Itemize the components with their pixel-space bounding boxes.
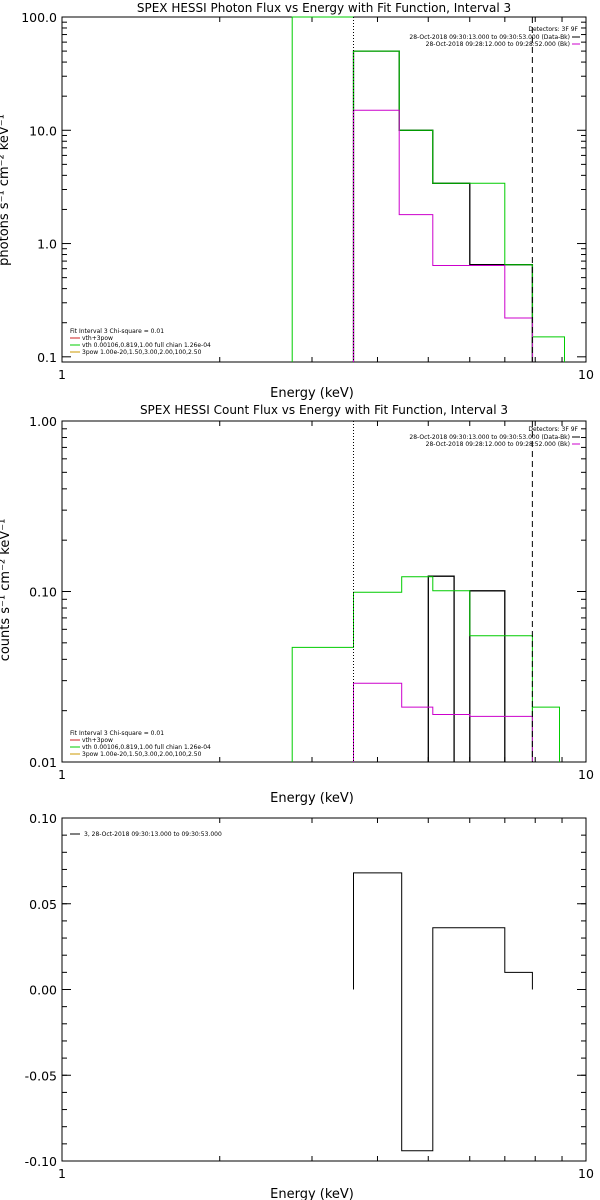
legend-vth: vth 0.00106,0.819,1.00 full chian 1.26e-… [82, 744, 211, 751]
axis-ticks: 1 10 0.01 0.10 1.00 [29, 414, 594, 782]
x-tick-label: 10 [578, 1166, 594, 1181]
series-step [353, 682, 533, 762]
axis-ticks: 1 10 -0.10 -0.05 0.00 0.05 0.10 [25, 811, 594, 1181]
y-axis-label: photons s⁻¹ cm⁻² keV⁻¹ [0, 114, 12, 266]
series-step [352, 50, 534, 362]
y-tick-label: -0.10 [25, 1154, 57, 1169]
legend-vth-3pow: vth+3pow [82, 737, 113, 744]
plot-frame [61, 817, 587, 1162]
series-step [353, 109, 533, 362]
x-tick-label: 10 [578, 367, 594, 382]
legend-detectors: Detectors: 3F 9F [528, 426, 578, 433]
legend-3pow: 3pow 1.00e-20,1.50,3.00,2.00,100,2.50 [82, 751, 202, 758]
legend-bottom: Fit Interval 3 Chi-square = 0.01 vth+3po… [70, 730, 211, 758]
x-axis-label: Energy (keV) [270, 386, 354, 401]
legend-3pow: 3pow 1.00e-20,1.50,3.00,2.00,100,2.50 [82, 349, 202, 356]
series-step [531, 706, 560, 762]
legend-fit-interval: Fit Interval 3 Chi-square = 0.01 [70, 328, 164, 335]
x-tick-label: 10 [578, 767, 594, 782]
reference-lines [353, 421, 533, 762]
series-step [531, 336, 565, 362]
legend-fit-interval: Fit Interval 3 Chi-square = 0.01 [70, 730, 164, 737]
x-tick-label: 1 [58, 1166, 66, 1181]
y-tick-label: 0.10 [29, 811, 57, 826]
data-series [291, 16, 565, 362]
y-tick-label: 0.1 [37, 350, 57, 365]
series-step [469, 590, 506, 762]
legend-bk: 28-Oct-2018 09:28:12.000 to 09:28:52.000… [426, 41, 570, 48]
y-tick-label: -0.05 [25, 1068, 57, 1083]
y-tick-label: 0.00 [29, 983, 57, 998]
y-tick-label: 1.0 [37, 237, 57, 252]
plot-frame [61, 420, 587, 763]
series-step [353, 872, 533, 1152]
series-step [427, 575, 455, 762]
chart-title: SPEX HESSI Photon Flux vs Energy with Fi… [137, 1, 511, 15]
y-tick-label: 100.0 [21, 10, 57, 25]
y-tick-label: 0.10 [29, 585, 57, 600]
legend-bottom: Fit Interval 3 Chi-square = 0.01 vth+3po… [70, 328, 211, 356]
x-axis-label: Energy (keV) [270, 1187, 354, 1200]
y-tick-label: 0.01 [29, 755, 57, 770]
y-tick-label: 0.05 [29, 897, 57, 912]
chart-title: SPEX HESSI Count Flux vs Energy with Fit… [140, 403, 508, 417]
legend-vth: vth 0.00106,0.819,1.00 full chian 1.26e-… [82, 342, 211, 349]
legend-interval-label: 3, 28-Oct-2018 09:30:13.000 to 09:30:53.… [84, 831, 222, 838]
legend-data-bk: 28-Oct-2018 09:30:13.000 to 09:30:53.000… [409, 34, 570, 41]
y-tick-label: 1.00 [29, 414, 57, 429]
series-step [353, 50, 533, 362]
data-series [353, 872, 533, 1152]
data-series [291, 575, 560, 762]
series-step [291, 576, 533, 762]
legend-detectors: Detectors: 3F 9F [528, 26, 578, 33]
y-axis-label: counts s⁻¹ cm⁻² keV⁻¹ [0, 519, 13, 662]
legend-data-bk: 28-Oct-2018 09:30:13.000 to 09:30:53.000… [409, 434, 570, 441]
panel-residuals: Energy (keV) 1 10 -0.10 -0.05 0.00 0.05 0.10 3… [25, 811, 594, 1200]
series-step [291, 16, 354, 362]
legend-bk: 28-Oct-2018 09:28:12.000 to 09:28:52.000… [426, 441, 570, 448]
axis-ticks: 1 10 0.1 1.0 10.0 100.0 [21, 10, 594, 382]
y-tick-label: 10.0 [29, 123, 57, 138]
legend-vth-3pow: vth+3pow [82, 335, 113, 342]
x-axis-label: Energy (keV) [270, 791, 354, 806]
reference-lines [353, 17, 533, 362]
panel-count-flux: SPEX HESSI Count Flux vs Energy with Fit… [0, 403, 594, 806]
panel-photon-flux: SPEX HESSI Photon Flux vs Energy with Fi… [0, 1, 594, 401]
legend-top: Detectors: 3F 9F 28-Oct-2018 09:30:13.00… [409, 26, 580, 48]
x-tick-label: 1 [58, 767, 66, 782]
x-tick-label: 1 [58, 367, 66, 382]
legend-top: Detectors: 3F 9F 28-Oct-2018 09:30:13.00… [409, 426, 580, 448]
plot-frame [61, 16, 587, 363]
legend-residuals: 3, 28-Oct-2018 09:30:13.000 to 09:30:53.… [70, 831, 222, 838]
